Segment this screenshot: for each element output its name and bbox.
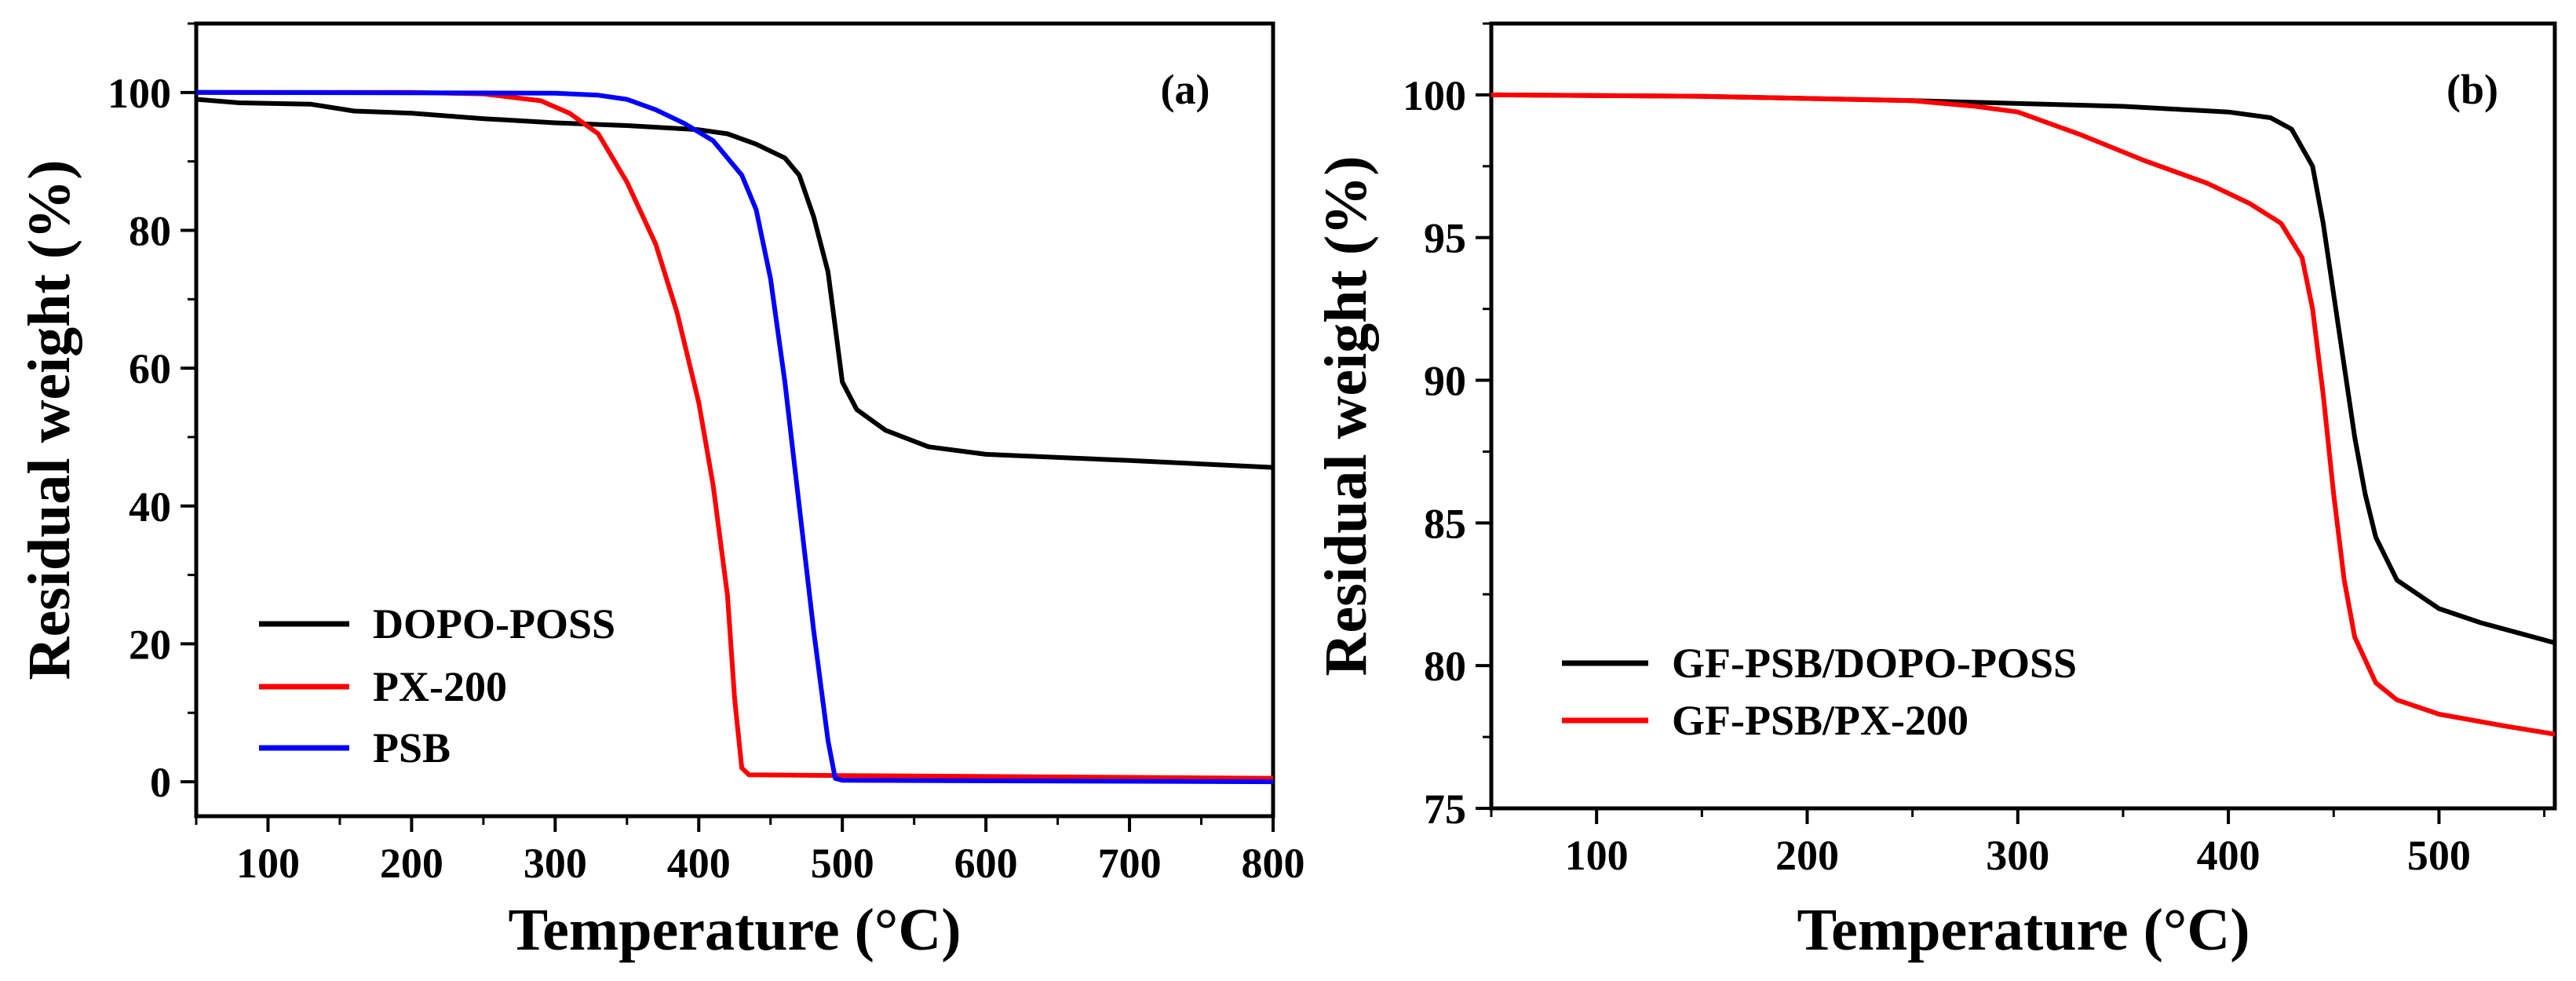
x-tick-label-b-500: 500 bbox=[2407, 832, 2471, 879]
series-line-gf-psb-px-200 bbox=[1491, 92, 2555, 737]
legend-b: GF-PSB/DOPO-POSS GF-PSB/PX-200 bbox=[1562, 640, 2077, 744]
x-tick-label-b-400: 400 bbox=[2197, 832, 2260, 879]
y-axis-title-a: Residual weight (%) bbox=[16, 160, 82, 680]
legend-label-psb: PSB bbox=[373, 724, 451, 771]
y-tick-label-b-75: 75 bbox=[1424, 786, 1466, 833]
panel-b: 100 200 300 400 500 75 80 85 90 95 100 (b) Tempera… bbox=[1313, 21, 2557, 963]
series-line-gf-psb-dopo-poss bbox=[1491, 92, 2555, 646]
x-tick-label-a-700: 700 bbox=[1098, 840, 1162, 887]
legend-label-px-200: PX-200 bbox=[373, 663, 507, 710]
series-line-dopo-poss bbox=[196, 97, 1273, 470]
x-axis-title-a: Temperature (°C) bbox=[508, 897, 961, 963]
x-tick-label-a-100: 100 bbox=[236, 840, 300, 887]
legend-label-dopo-poss: DOPO-POSS bbox=[373, 600, 615, 647]
x-tick-label-a-600: 600 bbox=[954, 840, 1018, 887]
panel-label-a: (a) bbox=[1161, 66, 1210, 113]
panel-a: 100 200 300 400 500 600 700 800 0 20 40 60 80 100 (a)… bbox=[16, 21, 1305, 963]
y-tick-label-b-90: 90 bbox=[1424, 358, 1466, 405]
x-tick-label-b-100: 100 bbox=[1565, 832, 1629, 879]
x-tick-label-a-500: 500 bbox=[811, 840, 874, 887]
x-tick-label-b-300: 300 bbox=[1986, 832, 2049, 879]
legend-a: DOPO-POSS PX-200 PSB bbox=[259, 600, 615, 771]
x-axis-title-b: Temperature (°C) bbox=[1797, 897, 2249, 963]
x-tick-label-a-200: 200 bbox=[380, 840, 443, 887]
plot-frame-b bbox=[1489, 21, 2557, 811]
y-tick-label-b-85: 85 bbox=[1424, 500, 1466, 547]
plot-frame-a bbox=[194, 21, 1275, 819]
y-axis-title-b: Residual weight (%) bbox=[1313, 156, 1379, 676]
y-tick-label-a-20: 20 bbox=[129, 621, 171, 668]
y-tick-label-a-80: 80 bbox=[129, 207, 171, 254]
x-tick-label-a-400: 400 bbox=[667, 840, 731, 887]
x-tick-label-b-200: 200 bbox=[1775, 832, 1839, 879]
series-line-px-200 bbox=[196, 89, 1273, 781]
y-tick-label-a-0: 0 bbox=[150, 759, 171, 806]
panel-label-b: (b) bbox=[2446, 66, 2498, 113]
x-tick-label-a-300: 300 bbox=[524, 840, 587, 887]
plot-area-b bbox=[1491, 92, 2555, 737]
series-line-psb bbox=[196, 89, 1273, 785]
x-tick-label-a-800: 800 bbox=[1242, 840, 1305, 887]
y-tick-label-a-60: 60 bbox=[129, 345, 171, 392]
legend-label-gf-psb-px-200: GF-PSB/PX-200 bbox=[1672, 697, 1968, 744]
ticks-a: 100 200 300 400 500 600 700 800 0 20 40 60 80 100 bbox=[108, 22, 1305, 887]
y-tick-label-a-100: 100 bbox=[108, 70, 171, 117]
y-tick-label-b-80: 80 bbox=[1424, 643, 1466, 690]
y-tick-label-a-40: 40 bbox=[129, 483, 171, 531]
legend-label-gf-psb-dopo-poss: GF-PSB/DOPO-POSS bbox=[1672, 640, 2077, 687]
y-tick-label-b-95: 95 bbox=[1424, 215, 1466, 262]
plot-area-a bbox=[196, 89, 1273, 785]
ticks-b: 100 200 300 400 500 75 80 85 90 95 100 bbox=[1403, 22, 2546, 879]
y-tick-label-b-100: 100 bbox=[1403, 72, 1466, 119]
